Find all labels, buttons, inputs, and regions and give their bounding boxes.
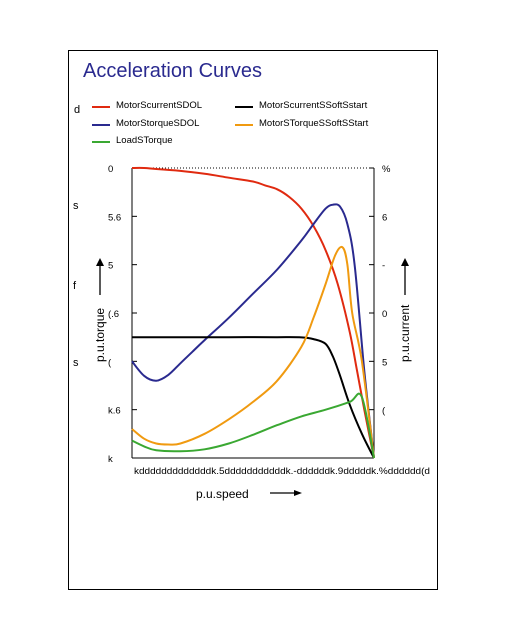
- legend-swatch: [92, 106, 110, 108]
- legend-item-softstart-current: MotorScurrentSSoftSstart: [235, 100, 415, 114]
- y-axis-title-left: p.u.torque: [93, 308, 107, 362]
- right-tick-group: % 6 - 0 5 (: [369, 164, 391, 459]
- right-tick-label: 0: [382, 309, 387, 320]
- legend-swatch: [92, 124, 110, 126]
- left-tick-label: k: [108, 454, 113, 465]
- left-tick-group: 0 5.6 5 (.6 ( k.6 k: [108, 164, 137, 465]
- y-arrow-right-head: [401, 258, 409, 266]
- left-tick-label: 0: [108, 164, 113, 175]
- legend-item-dol-current: MotorScurrentSDOL: [92, 100, 242, 114]
- plot-area: [132, 168, 374, 458]
- series-line-motorstorquesdol: [131, 203, 375, 459]
- left-tick-label: 5.6: [108, 212, 121, 223]
- chart-title: Acceleration Curves: [83, 60, 262, 82]
- left-tick-label: (: [108, 357, 112, 368]
- legend-swatch: [92, 141, 110, 143]
- x-tick-label: kdddddddddddddk.5dddddddddddk.-ddddddk.9…: [134, 466, 430, 477]
- legend-swatch: [235, 124, 253, 126]
- right-tick-label: (: [382, 406, 386, 417]
- chart-frame: [68, 50, 438, 590]
- left-tick-label: (.6: [108, 309, 119, 320]
- series-line-motorscurrentsdol: [131, 166, 375, 459]
- legend-swatch: [235, 106, 253, 108]
- series-line-motorstorquessoftsstart: [131, 245, 375, 459]
- side-char: f: [73, 280, 77, 292]
- legend-label: MotorScurrentSDOL: [116, 100, 203, 111]
- right-tick-label: 5: [382, 357, 387, 368]
- x-axis-title: p.u.speed: [196, 487, 249, 501]
- series-line-loadstorque: [131, 392, 375, 459]
- side-char: d: [74, 104, 81, 116]
- series-group: [131, 166, 375, 459]
- side-char: s: [73, 357, 79, 369]
- right-tick-label: %: [382, 164, 391, 175]
- right-tick-label: 6: [382, 212, 387, 223]
- y-axis-title-right: p.u.current: [398, 304, 412, 362]
- left-tick-label: 5: [108, 261, 113, 272]
- y-arrow-left-head: [96, 258, 104, 266]
- legend-label: MotorScurrentSSoftSstart: [259, 100, 368, 111]
- left-tick-label: k.6: [108, 406, 121, 417]
- right-tick-label: -: [382, 261, 385, 272]
- legend-item-load-torque: LoadSTorque: [92, 135, 242, 149]
- side-char: s: [73, 200, 79, 212]
- x-arrow-head: [294, 490, 302, 496]
- legend-item-softstart-torque: MotorSTorqueSSoftSStart: [235, 118, 415, 132]
- legend-label: MotorStorqueSDOL: [116, 118, 200, 129]
- legend-label: MotorSTorqueSSoftSStart: [259, 118, 369, 129]
- legend-label: LoadSTorque: [116, 135, 173, 146]
- legend-item-dol-torque: MotorStorqueSDOL: [92, 118, 242, 132]
- series-line-motorscurrentssoftsstart: [132, 336, 375, 459]
